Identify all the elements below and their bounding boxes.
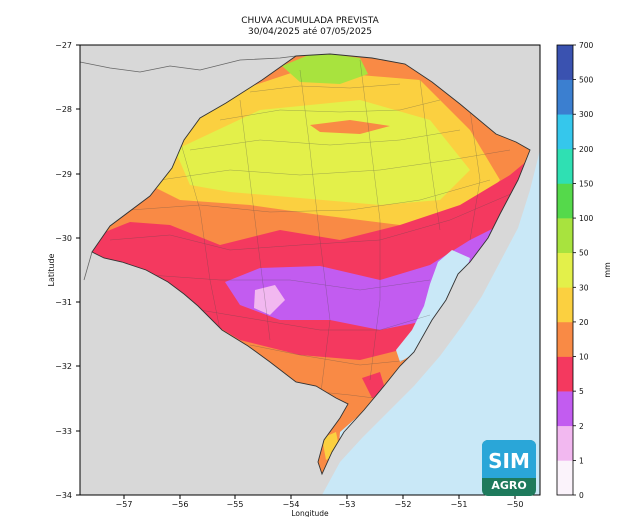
colorbar-label: 0 <box>579 491 584 500</box>
colorbar-label: 30 <box>579 283 589 292</box>
colorbar-label: 100 <box>579 214 594 223</box>
colorbar-label: 1 <box>579 456 584 465</box>
chart-title-line1: CHUVA ACUMULADA PREVISTA <box>241 16 379 26</box>
x-tick-label: −55 <box>227 500 244 509</box>
x-axis: −57 −56 −55 −54 −53 −52 −51 −50 Longitud… <box>116 495 524 517</box>
y-tick-label: −30 <box>55 234 72 243</box>
colorbar-segment <box>557 148 573 184</box>
colorbar-label: 5 <box>579 387 584 396</box>
x-tick-label: −52 <box>395 500 412 509</box>
x-tick-label: −51 <box>451 500 468 509</box>
colorbar-segment <box>557 460 573 496</box>
colorbar-label: 20 <box>579 318 589 327</box>
logo-text-agro: AGRO <box>491 479 526 492</box>
colorbar-segment <box>557 79 573 115</box>
y-tick-label: −32 <box>55 362 72 371</box>
x-tick-label: −57 <box>116 500 133 509</box>
x-tick-label: −50 <box>507 500 524 509</box>
y-axis-label: Latitude <box>47 253 56 286</box>
y-axis: −27 −28 −29 −30 −31 −32 −33 −34 Latitude <box>47 41 80 500</box>
colorbar-label: 700 <box>579 41 594 50</box>
x-tick-label: −53 <box>339 500 356 509</box>
colorbar-unit: mm <box>603 262 612 278</box>
colorbar-segment <box>557 183 573 219</box>
colorbar-label: 150 <box>579 179 594 188</box>
colorbar-label: 50 <box>579 249 589 258</box>
colorbar-segment <box>557 45 573 80</box>
y-tick-label: −29 <box>55 170 72 179</box>
plot-frame <box>79 44 541 496</box>
sim-agro-logo: SIM AGRO <box>482 440 536 496</box>
colorbar-segment <box>557 391 573 427</box>
chart-title-line2: 30/04/2025 até 07/05/2025 <box>248 26 372 37</box>
colorbar-label: 500 <box>579 76 594 85</box>
colorbar-label: 2 <box>579 422 584 431</box>
state-outline <box>91 53 531 476</box>
y-tick-label: −34 <box>55 491 72 500</box>
logo-text-sim: SIM <box>488 449 530 473</box>
x-tick-label: −56 <box>172 500 189 509</box>
colorbar-label: 200 <box>579 145 594 154</box>
x-tick-label: −54 <box>283 500 300 509</box>
y-tick-label: −31 <box>55 298 72 307</box>
y-tick-label: −27 <box>55 41 72 50</box>
colorbar-segment <box>557 425 573 461</box>
colorbar: 0 1 2 5 10 20 30 50 100 150 200 300 500 700 <box>556 41 594 500</box>
y-tick-label: −28 <box>55 105 72 114</box>
y-tick-label: −33 <box>55 427 72 436</box>
colorbar-segment <box>557 321 573 357</box>
colorbar-segment <box>557 287 573 323</box>
colorbar-label: 300 <box>579 110 594 119</box>
colorbar-segment <box>557 114 573 150</box>
colorbar-segment <box>557 218 573 253</box>
ocean-area <box>322 150 540 495</box>
colorbar-frame <box>556 44 574 496</box>
colorbar-label: 10 <box>579 353 589 362</box>
colorbar-segment <box>557 356 573 392</box>
x-axis-label: Longitude <box>291 509 329 517</box>
colorbar-segment <box>557 252 573 288</box>
